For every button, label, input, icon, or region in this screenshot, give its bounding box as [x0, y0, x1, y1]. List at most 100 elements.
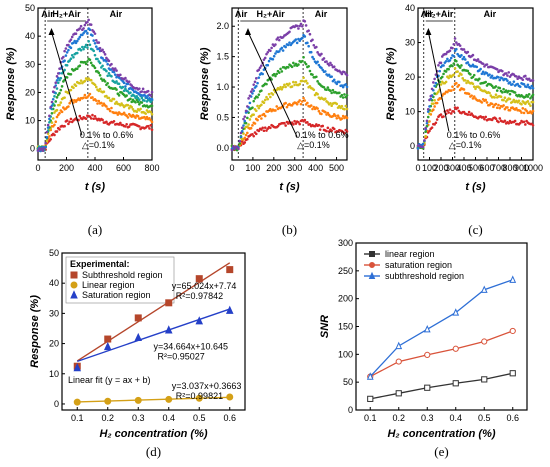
data-point: [312, 57, 316, 61]
data-point: [88, 115, 92, 118]
data-point: [485, 63, 489, 66]
data-point: [248, 94, 252, 98]
x-tick-label: 0.4: [449, 413, 462, 423]
data-point: [432, 102, 435, 105]
data-point: [307, 64, 310, 68]
data-point: [240, 140, 244, 143]
data-point: [281, 85, 285, 89]
marker-square: [424, 384, 431, 391]
data-point: [260, 103, 263, 107]
data-point: [130, 105, 134, 109]
data-point: [327, 130, 331, 133]
data-point: [326, 86, 330, 89]
series-1: [416, 81, 535, 150]
data-point: [89, 78, 93, 82]
data-point: [335, 116, 339, 120]
x-tick-label: 0.3: [132, 413, 145, 423]
data-point: [243, 141, 247, 144]
data-point: [69, 57, 73, 61]
data-point: [78, 81, 82, 85]
panel-e: 0.1 0.2 0.3 0.4 0.5 0.6 0 50 100 150 200 250 300 H₂ c…: [319, 238, 528, 459]
data-point: [58, 91, 61, 95]
data-point: [320, 112, 323, 116]
data-point: [63, 96, 66, 99]
x-tick-label: 0.6: [506, 413, 519, 423]
data-point: [148, 127, 151, 130]
data-point: [100, 101, 103, 105]
data-point: [522, 83, 526, 86]
trend-arrow-head: [425, 28, 432, 35]
data-point: [262, 129, 266, 133]
data-point: [288, 82, 291, 85]
data-point: [36, 149, 40, 152]
data-point: [462, 48, 466, 51]
data-point: [70, 35, 74, 39]
data-point: [56, 81, 60, 85]
data-point: [507, 89, 511, 93]
panel-b: 0 100 200 300 400 500 0.0 0.5 1.0 1.5 2.0 t (s) Resp…: [199, 7, 349, 237]
data-point: [437, 63, 440, 67]
data-point: [433, 105, 436, 108]
data-point: [269, 95, 272, 99]
data-point: [488, 91, 491, 95]
marker-square: [104, 335, 112, 343]
fit-line: [77, 308, 230, 363]
data-point: [51, 90, 55, 93]
data-point: [425, 124, 429, 128]
data-point: [63, 124, 66, 128]
data-point: [249, 126, 253, 130]
data-point: [82, 96, 85, 99]
data-point: [140, 90, 144, 93]
data-point: [527, 102, 531, 105]
data-point: [246, 125, 249, 129]
data-point: [79, 24, 83, 28]
data-point: [243, 136, 247, 140]
data-point: [344, 83, 348, 86]
data-point: [136, 114, 140, 118]
data-point: [87, 18, 90, 22]
data-point: [150, 120, 154, 124]
data-point: [303, 19, 307, 23]
data-point: [306, 120, 309, 124]
data-point: [303, 118, 307, 122]
data-point: [494, 117, 498, 120]
data-point: [97, 41, 101, 44]
data-point: [84, 29, 88, 33]
data-point: [317, 63, 321, 67]
data-point: [338, 80, 341, 84]
data-point: [93, 41, 97, 45]
data-point: [122, 81, 126, 85]
data-point: [274, 109, 277, 112]
data-point: [84, 62, 88, 66]
data-point: [293, 119, 296, 123]
data-point: [53, 123, 56, 127]
data-point: [294, 80, 298, 84]
data-point: [315, 75, 318, 79]
data-point: [456, 70, 459, 73]
data-point: [428, 105, 431, 108]
data-point: [98, 87, 102, 91]
data-point: [263, 126, 267, 129]
data-point: [246, 116, 249, 120]
y-tick-label: 100: [338, 349, 353, 359]
data-point: [242, 124, 245, 127]
marker-triangle: [368, 271, 376, 279]
data-point: [54, 81, 58, 85]
data-point: [471, 97, 475, 100]
data-point: [243, 119, 247, 123]
data-point: [65, 119, 69, 122]
data-point: [138, 98, 141, 102]
y-tick-label: 0: [30, 144, 35, 154]
data-point: [271, 57, 275, 61]
data-point: [325, 129, 328, 133]
data-point: [86, 20, 89, 24]
data-point: [244, 109, 248, 113]
marker-square: [367, 395, 374, 402]
y-tick-label: 50: [49, 248, 59, 258]
data-point: [240, 126, 244, 130]
data-point: [306, 82, 309, 85]
data-point: [67, 105, 70, 108]
data-point: [69, 117, 73, 121]
data-point: [507, 122, 511, 125]
